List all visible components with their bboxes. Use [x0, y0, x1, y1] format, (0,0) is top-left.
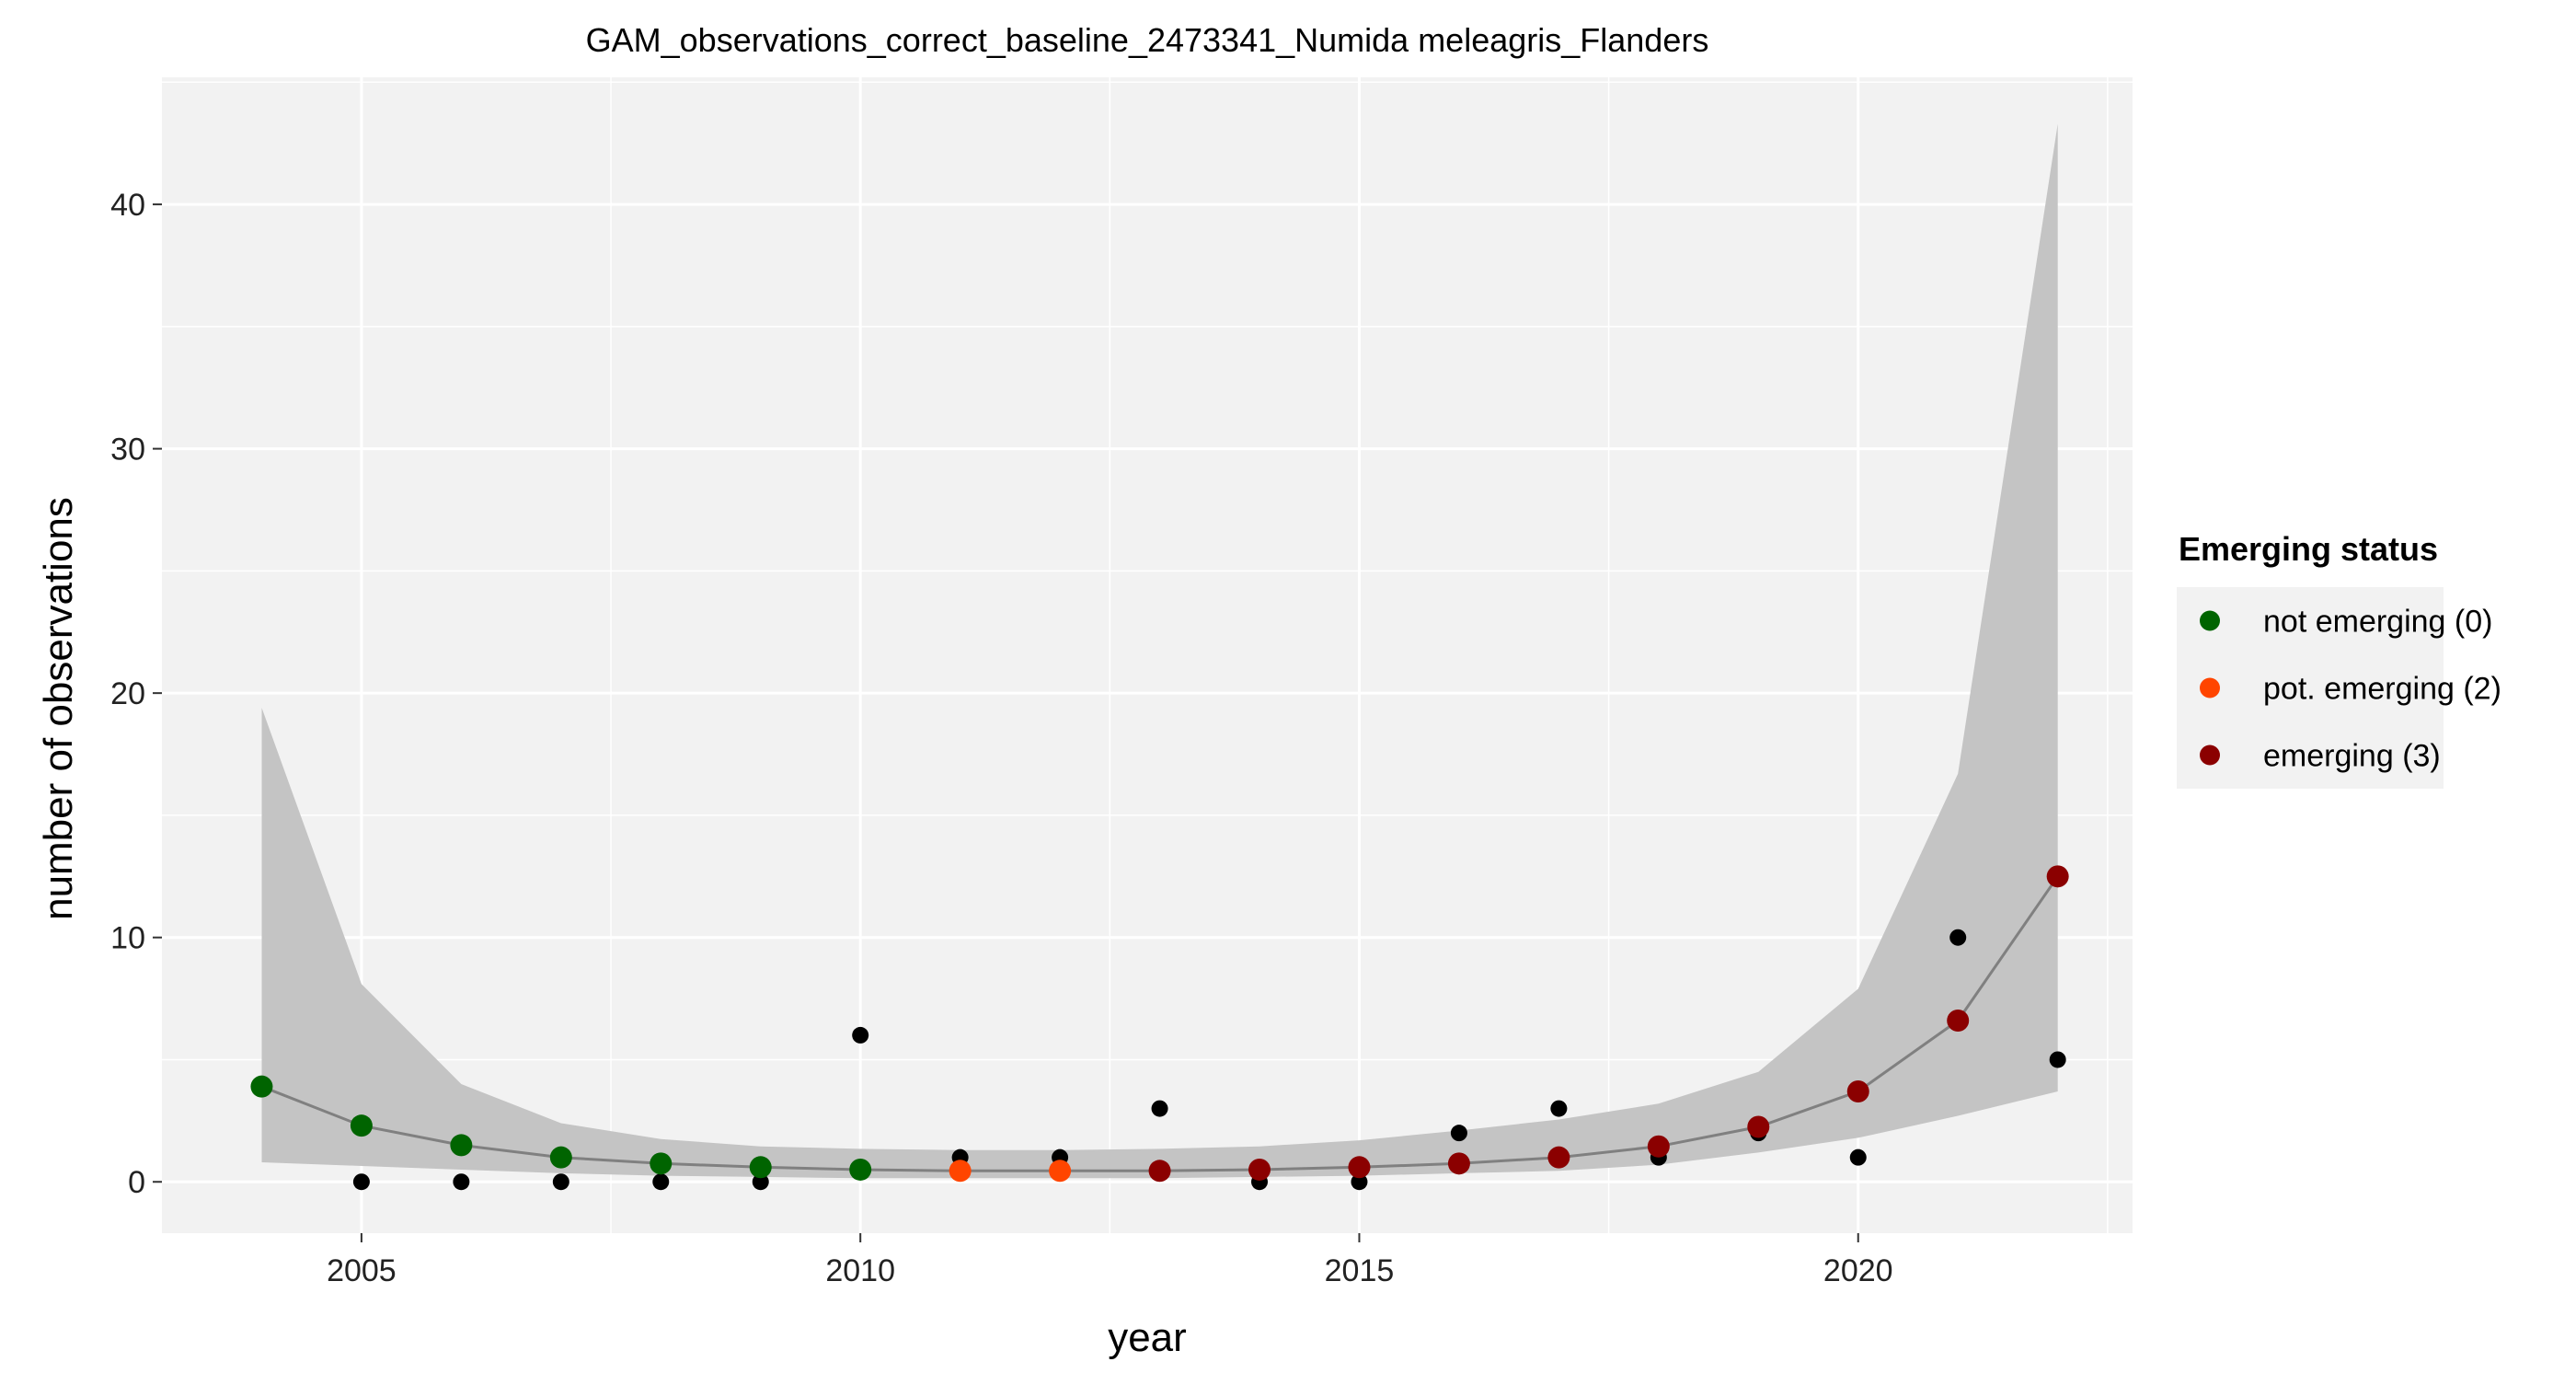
y-tick-label: 30 [110, 433, 145, 467]
observed-point [1849, 1148, 1867, 1166]
observed-point [453, 1173, 470, 1191]
observed-point [652, 1173, 670, 1191]
legend: Emerging status not emerging (0) pot. eme… [2177, 530, 2501, 789]
legend-label: emerging (3) [2263, 739, 2441, 774]
x-tick-label: 2010 [825, 1253, 895, 1288]
legend-key-1 [2200, 677, 2220, 698]
fit-point [1947, 1009, 1970, 1032]
observed-point [852, 1026, 869, 1044]
fit-point [949, 1160, 972, 1183]
confidence-ribbon [261, 123, 2058, 1179]
observed-point [1351, 1173, 1368, 1191]
legend-key-background [2177, 587, 2444, 789]
observed-point [352, 1173, 370, 1191]
observed-point [1151, 1100, 1168, 1117]
fit-point [849, 1158, 872, 1181]
x-axis-label: year [1108, 1315, 1187, 1360]
legend-title: Emerging status [2179, 530, 2438, 568]
fit-point [1846, 1079, 1869, 1102]
fit-point [450, 1134, 473, 1157]
fit-point [1148, 1160, 1171, 1183]
observed-point [2049, 1051, 2066, 1068]
fit-point [2046, 865, 2069, 888]
fit-point [1348, 1156, 1371, 1179]
plot-area [162, 77, 2133, 1233]
legend-label: not emerging (0) [2263, 605, 2492, 640]
fit-point [549, 1146, 572, 1169]
fit-point [650, 1152, 673, 1175]
fit-point [1647, 1135, 1670, 1158]
legend-label: pot. emerging (2) [2263, 672, 2501, 707]
fit-point [1447, 1152, 1470, 1175]
y-tick-label: 20 [110, 676, 145, 711]
observed-point [1949, 929, 1967, 946]
fit-point [250, 1075, 273, 1098]
legend-key-0 [2200, 610, 2220, 631]
observed-point [552, 1173, 569, 1191]
y-tick-label: 0 [128, 1165, 145, 1200]
y-tick-label: 40 [110, 188, 145, 223]
y-tick-label: 10 [110, 921, 145, 956]
x-tick-label: 2005 [327, 1253, 397, 1288]
fit-point [350, 1114, 373, 1137]
y-axis-label: number of observations [36, 497, 81, 920]
observed-point [1450, 1125, 1467, 1142]
fit-point [749, 1156, 772, 1179]
fit-point [1747, 1115, 1770, 1138]
fit-point [1248, 1158, 1271, 1181]
x-tick-label: 2015 [1325, 1253, 1395, 1288]
observed-point [1550, 1100, 1568, 1117]
legend-key-2 [2200, 744, 2220, 766]
chart-title: GAM_observations_correct_baseline_247334… [586, 21, 1709, 59]
fit-point [1547, 1146, 1570, 1169]
observed-point [752, 1173, 769, 1191]
fit-point [1049, 1160, 1072, 1183]
x-tick-label: 2020 [1823, 1253, 1893, 1288]
